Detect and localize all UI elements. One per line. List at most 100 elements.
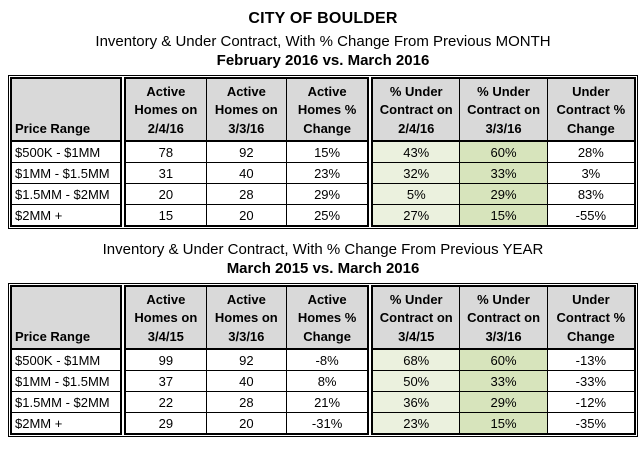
column-header-line: 2/4/16 (398, 120, 435, 136)
table-row: 50% 33% -33% (371, 370, 636, 392)
table-row: $500K - $1MM (10, 140, 122, 163)
table-row: $2MM + (10, 412, 122, 435)
column-header: % Under Contract on 2/4/16 (371, 77, 461, 142)
value-cell: 78 (124, 140, 207, 163)
value-cell: 29 (124, 412, 207, 435)
column-header-line: Active (307, 83, 347, 99)
value-cell: 20 (205, 412, 288, 435)
column-header-line: 3/3/16 (485, 328, 522, 344)
header-row: Price Range (10, 77, 122, 142)
header-row: Active Homes on 2/4/16 Active Homes on 3/3/16… (124, 77, 369, 142)
column-header-line: % Under (477, 83, 530, 99)
value-cell: -31% (286, 412, 369, 435)
column-header-line: Active (146, 83, 186, 99)
under-contract-region: % Under Contract on 3/4/15 % Under Contract … (371, 285, 637, 435)
section-period: March 2015 vs. March 2016 (226, 260, 420, 277)
header-row: % Under Contract on 3/4/15 % Under Contract … (371, 285, 636, 350)
column-header: Active Homes % Change (286, 285, 369, 350)
header-row: Active Homes on 3/4/15 Active Homes on 3/3/16… (124, 285, 369, 350)
value-cell: 36% (371, 391, 461, 413)
column-header-line: Homes on (134, 102, 198, 118)
column-header-line: Contract on (379, 310, 453, 326)
column-header-line: Contract % (556, 310, 626, 326)
column-header: Active Homes on 3/3/16 (205, 285, 288, 350)
value-cell: 33% (459, 370, 548, 392)
table-row: 43% 60% 28% (371, 140, 636, 163)
column-header-line: Active (307, 291, 347, 307)
year-comparison-table: Price Range $500K - $1MM $1MM - $1.5MM $1.5… (8, 283, 638, 437)
column-header-line: Active (146, 291, 186, 307)
price-range-column-region: Price Range $500K - $1MM $1MM - $1.5MM $1.5… (10, 285, 123, 435)
column-header: % Under Contract on 3/4/15 (371, 285, 461, 350)
value-cell: 22 (124, 391, 207, 413)
column-header-line: 3/3/16 (485, 120, 522, 136)
value-cell: -35% (546, 412, 636, 435)
value-cell: 21% (286, 391, 369, 413)
value-cell: -12% (546, 391, 636, 413)
section-period: February 2016 vs. March 2016 (216, 52, 430, 69)
value-cell: -8% (286, 348, 369, 371)
value-cell: 28% (546, 140, 636, 163)
column-header: % Under Contract on 3/3/16 (459, 285, 548, 350)
table-row: 99 92 -8% (124, 348, 369, 371)
table-row: $2MM + (10, 204, 122, 227)
header-row: Price Range (10, 285, 122, 350)
value-cell: 27% (371, 204, 461, 227)
column-header-line: Change (567, 120, 615, 136)
column-header-line: 3/4/15 (147, 328, 184, 344)
column-header: Under Contract % Change (546, 285, 636, 350)
value-cell: 28 (205, 391, 288, 413)
column-header-line: Homes on (214, 102, 278, 118)
value-cell: 40 (205, 162, 288, 184)
column-header-line: % Under (477, 291, 530, 307)
value-cell: 37 (124, 370, 207, 392)
value-cell: 29% (286, 183, 369, 205)
column-header-price-range: Price Range (10, 77, 122, 142)
active-homes-region: Active Homes on 2/4/16 Active Homes on 3/3/16… (124, 77, 370, 227)
table-row: 20 28 29% (124, 183, 369, 205)
column-header: Active Homes on 3/3/16 (205, 77, 288, 142)
column-header-line: Change (303, 328, 351, 344)
price-range-column-region: Price Range $500K - $1MM $1MM - $1.5MM $1.5… (10, 77, 123, 227)
column-header-line: Change (303, 120, 351, 136)
table-row: 27% 15% -55% (371, 204, 636, 227)
value-cell: 23% (371, 412, 461, 435)
price-range-cell: $1MM - $1.5MM (10, 370, 122, 392)
column-header-line: Contract on (467, 310, 541, 326)
value-cell: 31 (124, 162, 207, 184)
value-cell: 33% (459, 162, 548, 184)
value-cell: 3% (546, 162, 636, 184)
table-row: 22 28 21% (124, 391, 369, 413)
table-row: 29 20 -31% (124, 412, 369, 435)
value-cell: 99 (124, 348, 207, 371)
price-range-cell: $500K - $1MM (10, 140, 122, 163)
table-row: 5% 29% 83% (371, 183, 636, 205)
value-cell: 23% (286, 162, 369, 184)
table-row: 32% 33% 3% (371, 162, 636, 184)
value-cell: 15% (459, 204, 548, 227)
price-range-cell: $1MM - $1.5MM (10, 162, 122, 184)
column-header-line: Homes on (214, 310, 278, 326)
value-cell: 15% (286, 140, 369, 163)
month-comparison-section: Inventory & Under Contract, With % Chang… (8, 33, 638, 229)
page-title: CITY OF BOULDER (248, 10, 398, 27)
value-cell: 20 (124, 183, 207, 205)
value-cell: -13% (546, 348, 636, 371)
column-header-line: Contract % (556, 102, 626, 118)
table-row: $1.5MM - $2MM (10, 391, 122, 413)
value-cell: 15 (124, 204, 207, 227)
value-cell: 60% (459, 140, 548, 163)
column-header: Active Homes on 3/4/15 (124, 285, 207, 350)
month-comparison-table: Price Range $500K - $1MM $1MM - $1.5MM $1.5… (8, 75, 638, 229)
value-cell: 28 (205, 183, 288, 205)
value-cell: 60% (459, 348, 548, 371)
table-row: 68% 60% -13% (371, 348, 636, 371)
column-header-line: % Under (389, 291, 443, 307)
price-range-cell: $2MM + (10, 204, 122, 227)
column-header-line: Change (567, 328, 615, 344)
price-range-cell: $1.5MM - $2MM (10, 391, 122, 413)
table-row: 31 40 23% (124, 162, 369, 184)
table-row: 37 40 8% (124, 370, 369, 392)
column-header-line: 3/3/16 (228, 328, 265, 344)
column-header: Active Homes on 2/4/16 (124, 77, 207, 142)
